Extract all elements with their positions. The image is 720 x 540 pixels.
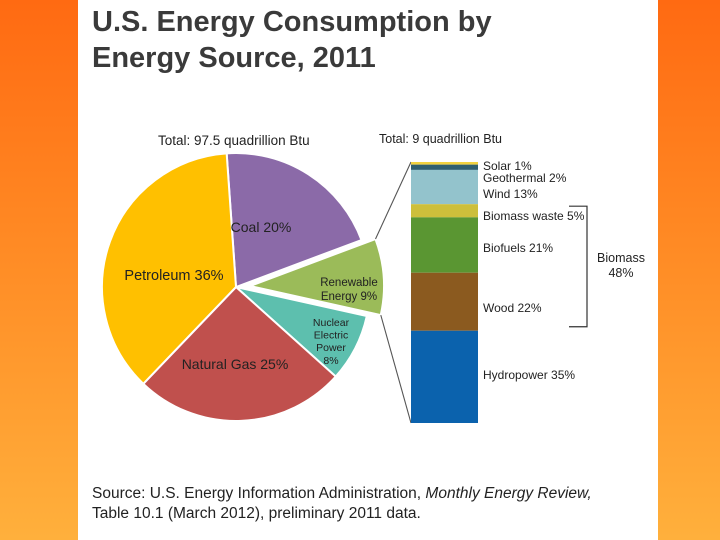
biomass-bracket	[569, 205, 588, 328]
pie-label-natural-gas: Natural Gas 25%	[182, 356, 289, 372]
pie-chart	[101, 152, 385, 422]
bar-label-wood: Wood 22%	[483, 301, 542, 315]
bar-segment-geothermal	[411, 164, 478, 170]
pie-to-bar-connectors	[375, 161, 412, 424]
slide: U.S. Energy Consumption by Energy Source…	[78, 0, 658, 540]
bar-label-geothermal: Geothermal 2%	[483, 171, 567, 185]
bar-segment-wind	[411, 169, 478, 205]
bar-segment-solar	[411, 162, 478, 165]
connector-line-bottom	[380, 314, 412, 424]
source-line-2: Table 10.1 (March 2012), preliminary 201…	[92, 505, 421, 522]
bar-label-biofuels: Biofuels 21%	[483, 241, 553, 255]
bar-label-solar: Solar 1%	[483, 159, 532, 173]
bar-segment-biomass-waste	[411, 204, 478, 218]
pie-slice-renewable	[246, 237, 385, 317]
source-publication: Monthly Energy Review,	[425, 485, 592, 502]
pie-label-petroleum: Petroleum 36%	[124, 268, 223, 284]
bar-segment-hydropower	[411, 330, 478, 423]
bar-segment-biofuels	[411, 217, 478, 273]
bar-label-biomass-waste: Biomass waste 5%	[483, 209, 585, 223]
stacked-bar-chart	[411, 162, 588, 423]
source-note: Source: U.S. Energy Information Administ…	[92, 484, 652, 524]
biomass-group-label: Biomass 48%	[597, 251, 645, 280]
bar-total-label: Total: 9 quadrillion Btu	[379, 132, 502, 146]
pie-slice-petroleum	[101, 152, 238, 386]
pie-total-label: Total: 97.5 quadrillion Btu	[158, 133, 310, 148]
bar-segment-wood	[411, 272, 478, 331]
pie-label-nuclear: Nuclear Electric Power 8%	[313, 317, 350, 367]
pie-slice-coal	[225, 152, 363, 289]
title-line-1: U.S. Energy Consumption by	[92, 6, 492, 38]
connector-line-top	[375, 161, 412, 240]
title-line-2: Energy Source, 2011	[92, 42, 376, 74]
pie-label-coal: Coal 20%	[231, 219, 292, 235]
bar-label-hydropower: Hydropower 35%	[483, 368, 575, 382]
bar-label-wind: Wind 13%	[483, 187, 538, 201]
source-prefix: Source: U.S. Energy Information Administ…	[92, 485, 422, 502]
pie-label-renewable: Renewable Energy 9%	[320, 277, 378, 303]
slide-title: U.S. Energy Consumption by Energy Source…	[92, 4, 632, 76]
energy-chart: Coal 20% Renewable Energy 9% Nuclear Electri…	[101, 132, 645, 424]
chart-labels: Coal 20% Renewable Energy 9% Nuclear Electri…	[124, 132, 645, 382]
pie-slice-natural-gas	[141, 285, 338, 422]
